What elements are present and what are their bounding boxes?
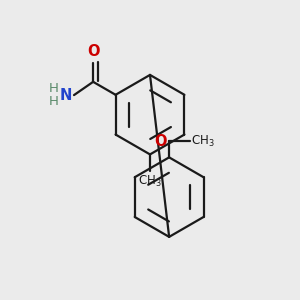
Text: O: O	[87, 44, 99, 59]
Text: CH$_3$: CH$_3$	[138, 174, 162, 189]
Text: H: H	[49, 82, 59, 95]
Text: H: H	[49, 95, 59, 108]
Text: N: N	[60, 88, 72, 103]
Text: CH$_3$: CH$_3$	[191, 134, 214, 149]
Text: O: O	[154, 134, 167, 149]
